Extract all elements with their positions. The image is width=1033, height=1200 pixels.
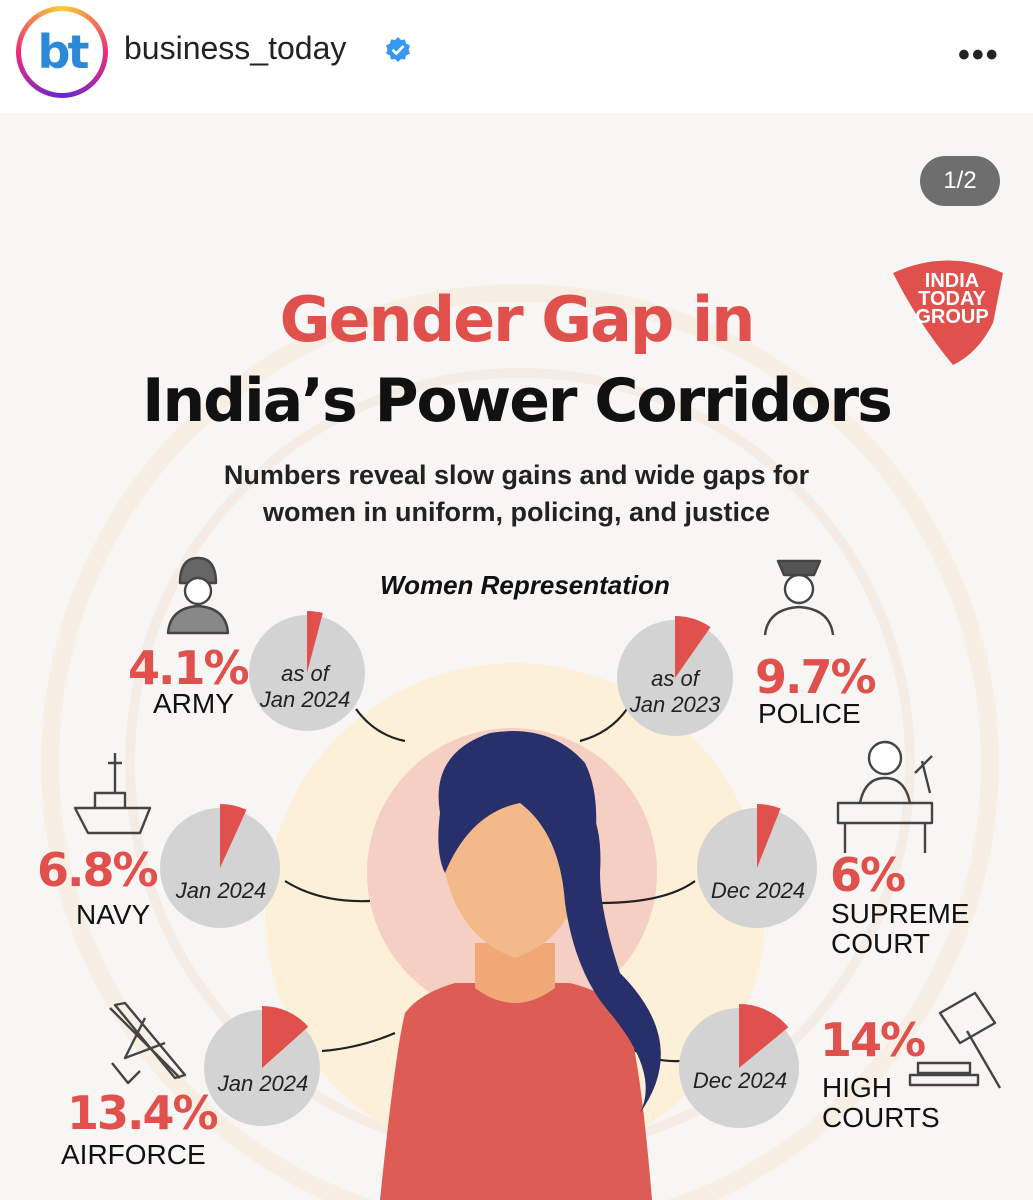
judge-icon	[836, 740, 934, 853]
subtitle: Numbers reveal slow gains and wide gaps …	[200, 457, 833, 531]
subtitle-line: Numbers reveal slow gains and wide gaps …	[223, 460, 810, 490]
logo-line: INDIA	[924, 270, 980, 292]
category-line: HIGH	[822, 1072, 892, 1103]
police-date: as of Jan 2023	[620, 666, 730, 718]
high-courts-pie-slice	[739, 1004, 789, 1068]
woman-illustration	[380, 731, 661, 1200]
post-header: bt business_today •••	[0, 0, 1033, 112]
category-line: COURT	[831, 928, 931, 959]
supreme-court-pie-slice	[757, 804, 781, 868]
category-line: SUPREME	[831, 898, 970, 929]
logo-line: GROUP	[915, 306, 989, 328]
logo-line: TODAY	[918, 288, 986, 310]
army-date: as of Jan 2024	[250, 661, 360, 713]
date-line: as of	[281, 661, 329, 686]
supreme-court-date: Dec 2024	[710, 878, 806, 903]
username-link[interactable]: business_today	[124, 30, 347, 66]
police-percent: 9.7%	[755, 650, 877, 704]
logo-text: INDIA TODAY GROUP	[902, 270, 1002, 328]
supreme-court-percent: 6%	[830, 848, 906, 902]
navy-date: Jan 2024	[175, 878, 267, 903]
supreme-court-label: SUPREME COURT	[831, 899, 969, 959]
navy-percent: 6.8%	[37, 843, 159, 897]
high-courts-percent: 14%	[820, 1013, 926, 1067]
category-line: COURTS	[822, 1102, 940, 1133]
navy-pie-slice	[220, 804, 247, 868]
fighter-jet-icon	[109, 1001, 187, 1085]
date-line: as of	[651, 666, 699, 691]
verified-badge-icon	[386, 37, 410, 62]
army-pie-slice	[307, 611, 323, 673]
india-today-group-logo	[893, 260, 1003, 365]
subtitle-line: women in uniform, policing, and justice	[262, 497, 771, 527]
navy-label: NAVY	[76, 899, 151, 930]
airforce-label: AIRFORCE	[61, 1139, 206, 1170]
more-options-button[interactable]: •••	[958, 36, 1000, 74]
soldier-icon	[166, 556, 230, 635]
airforce-percent: 13.4%	[67, 1086, 219, 1140]
airforce-pie-slice	[262, 1006, 309, 1068]
police-officer-icon	[763, 559, 835, 636]
post-image: 1/2 INDIA TODAY GROUP Gender Gap in Indi…	[0, 113, 1033, 1200]
police-label: POLICE	[758, 698, 861, 729]
date-line: Jan 2023	[629, 692, 721, 717]
date-line: Jan 2024	[259, 687, 351, 712]
airforce-date: Jan 2024	[217, 1071, 309, 1096]
ship-icon	[73, 753, 152, 835]
army-percent: 4.1%	[128, 641, 250, 695]
army-label: ARMY	[153, 688, 234, 719]
carousel-counter: 1/2	[920, 156, 1000, 206]
police-pie-slice	[675, 616, 711, 678]
high-courts-date: Dec 2024	[692, 1068, 788, 1093]
avatar[interactable]: bt	[16, 6, 108, 98]
infographic-artwork	[41, 284, 1002, 1200]
background-ring	[41, 284, 999, 1200]
section-label: Women Representation	[380, 570, 670, 600]
title-line-1: Gender Gap in	[279, 283, 756, 356]
gavel-icon	[908, 991, 1002, 1089]
high-courts-label: HIGH COURTS	[822, 1073, 940, 1133]
avatar-logo-text: bt	[37, 25, 90, 79]
title-line-2: India’s Power Corridors	[142, 366, 893, 436]
